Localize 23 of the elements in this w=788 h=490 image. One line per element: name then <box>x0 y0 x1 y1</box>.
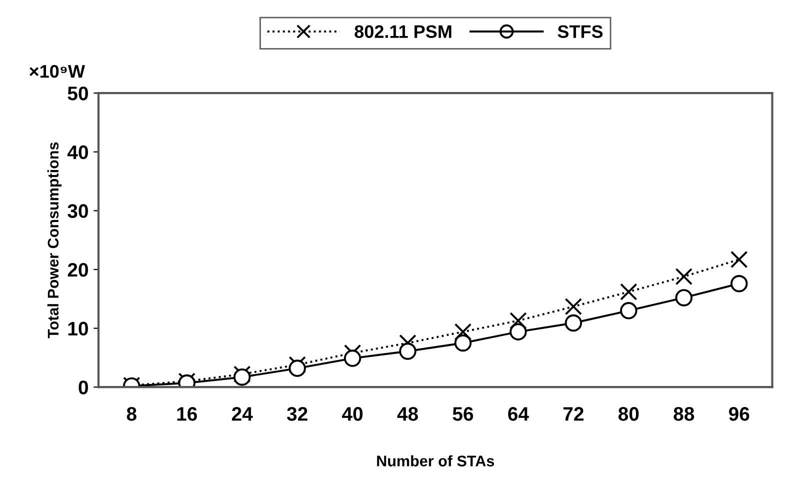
x-tick-label: 88 <box>674 407 694 421</box>
y-axis-title: Total Power Consumptions <box>47 142 62 338</box>
y-tick-label: 30 <box>68 204 88 218</box>
text: ×10⁹W <box>30 64 86 78</box>
x-tick-label: 72 <box>563 407 584 421</box>
x-tick-label: 48 <box>397 407 418 421</box>
y-tick-label: 20 <box>68 262 88 277</box>
x-tick-label: 56 <box>452 407 474 421</box>
legend-label: STFS <box>558 25 603 38</box>
x-axis-title: Number of STAs <box>377 455 494 466</box>
y-tick-label: 0 <box>78 380 88 394</box>
x-tick-label: 24 <box>232 407 253 421</box>
x-tick-label: 8 <box>126 407 136 421</box>
y-tick-label: 50 <box>68 86 88 100</box>
x-tick-label: 96 <box>728 407 750 421</box>
x-tick-label: 16 <box>177 407 197 421</box>
x-tick-label: 40 <box>342 407 363 421</box>
y-tick-label: 10 <box>68 322 88 336</box>
x-tick-label: 32 <box>286 407 308 421</box>
x-tick-label: 80 <box>618 407 639 421</box>
x-tick-label: 64 <box>508 407 529 421</box>
legend-label: 802.11 PSM <box>354 25 452 38</box>
y-tick-label: 40 <box>67 145 88 160</box>
